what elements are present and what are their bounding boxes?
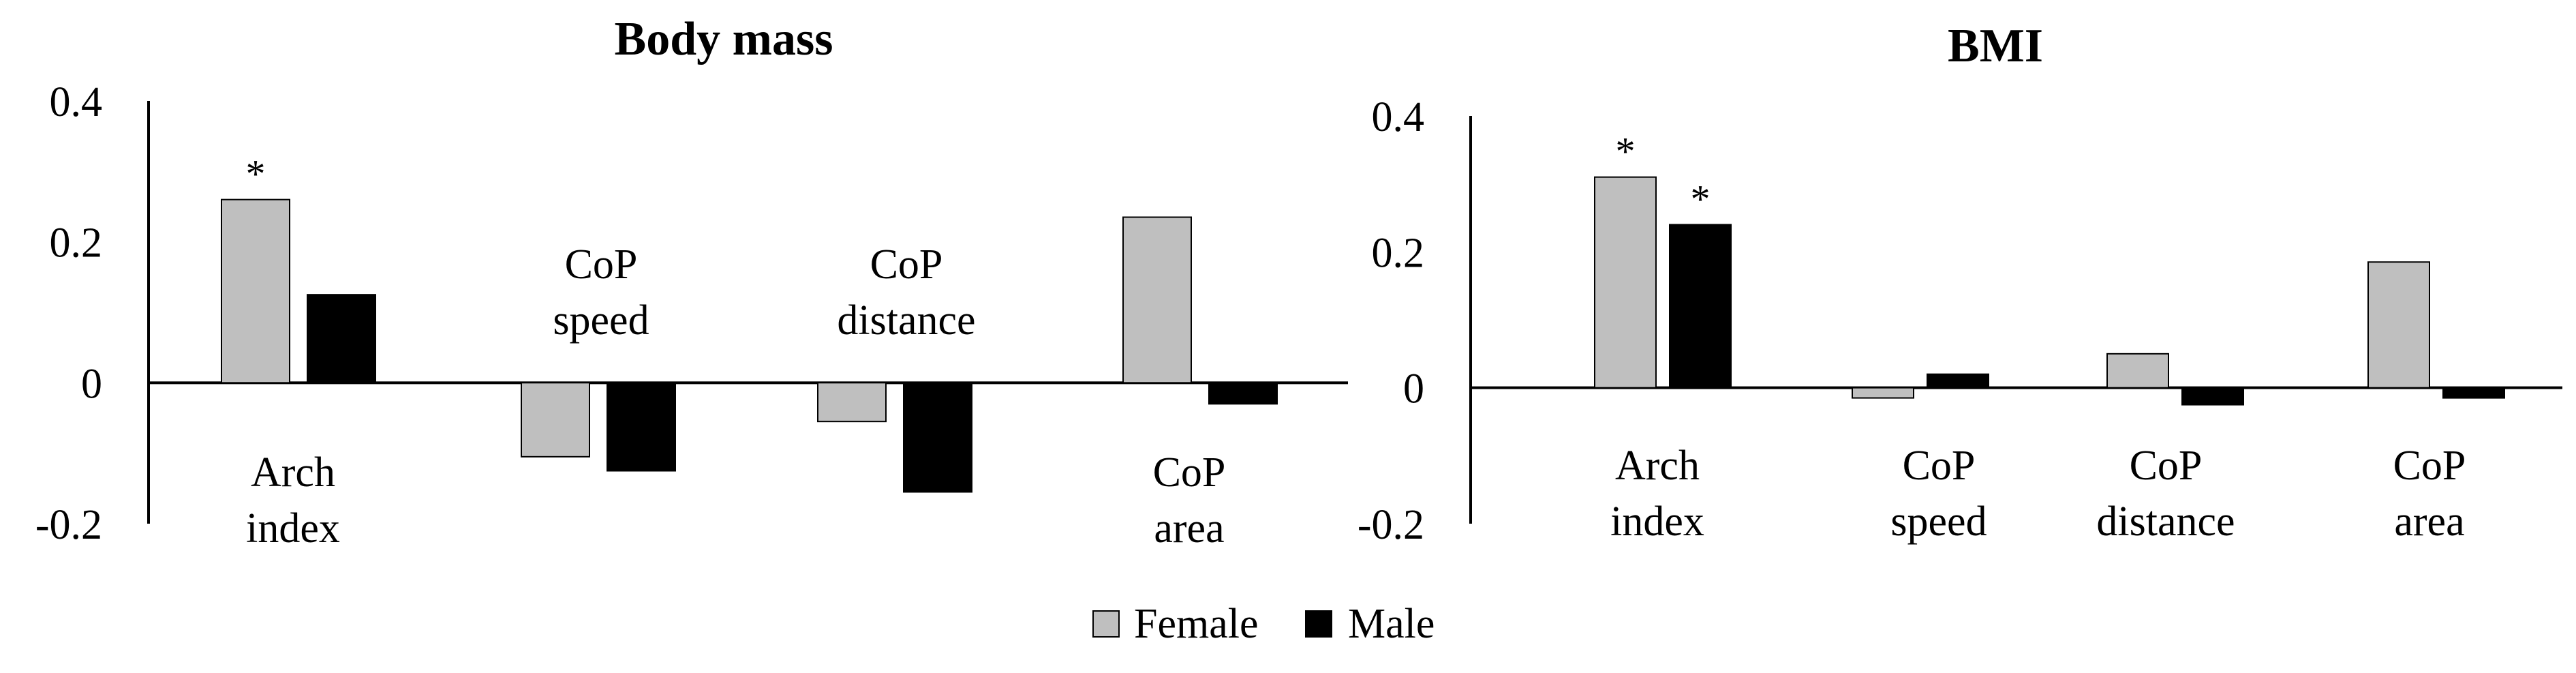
- bar-female: [1594, 176, 1657, 389]
- category-label: Arch index: [246, 449, 340, 552]
- category-label-line: distance: [2096, 498, 2235, 545]
- category-label: CoP area: [2393, 443, 2466, 545]
- category-label-line: area: [2394, 498, 2464, 545]
- bar-male: [1208, 382, 1278, 405]
- y-tick-label: -0.2: [1358, 502, 1424, 548]
- legend-swatch-female: [1092, 610, 1120, 638]
- bar-female: [1122, 216, 1192, 384]
- panel-title: Body mass: [615, 13, 833, 65]
- panel-bmi: BMI 0.4 0.2 0 -0.2 * * Arch index CoP speed CoP dist…: [1358, 20, 2562, 548]
- bar-male: [607, 382, 676, 472]
- category-label-line: CoP: [870, 241, 943, 288]
- bar-female: [817, 382, 887, 423]
- category-label-line: index: [246, 505, 340, 552]
- category-label-line: distance: [837, 297, 975, 344]
- panel-title: BMI: [1948, 20, 2043, 72]
- category-label-line: area: [1154, 505, 1224, 552]
- bar-male: [2442, 387, 2505, 399]
- y-tick-label: 0: [1403, 366, 1424, 413]
- significance-marker: *: [246, 152, 266, 196]
- category-label-line: Arch: [251, 449, 335, 496]
- bar-male: [1669, 224, 1732, 389]
- bar-male: [1927, 373, 1989, 389]
- legend: Female Male: [1092, 601, 1435, 647]
- y-tick-label: 0.4: [50, 79, 103, 125]
- bar-female: [221, 198, 290, 384]
- category-label: CoP distance: [837, 241, 975, 344]
- bar-male: [307, 294, 376, 384]
- category-label-line: index: [1610, 498, 1704, 545]
- category-label: CoP speed: [1890, 443, 1987, 545]
- legend-label-male: Male: [1348, 601, 1435, 647]
- category-label-line: CoP: [2393, 443, 2466, 489]
- category-label: CoP distance: [2096, 443, 2235, 545]
- legend-label-female: Female: [1134, 601, 1259, 647]
- bar-male: [2181, 387, 2244, 406]
- category-label-line: speed: [1890, 498, 1987, 545]
- category-label: Arch index: [1610, 443, 1704, 545]
- bar-female: [2106, 353, 2169, 389]
- y-tick-label: 0: [81, 361, 102, 407]
- category-label: CoP area: [1153, 449, 1226, 552]
- bar-female: [2367, 261, 2430, 389]
- y-tick-label: -0.2: [35, 502, 102, 548]
- significance-marker: *: [1616, 130, 1636, 174]
- bar-female: [1852, 387, 1914, 399]
- bar-male: [903, 382, 972, 493]
- category-label-line: CoP: [1153, 449, 1226, 496]
- legend-swatch-male: [1305, 610, 1332, 638]
- y-tick-label: 0.2: [50, 220, 103, 267]
- category-label-line: Arch: [1615, 443, 1700, 489]
- y-tick-label: 0.4: [1372, 94, 1425, 140]
- category-label-line: CoP: [565, 241, 638, 288]
- category-label: CoP speed: [553, 241, 649, 344]
- bar-female: [521, 382, 590, 458]
- significance-marker: *: [1691, 177, 1711, 221]
- category-label-line: speed: [553, 297, 649, 344]
- category-label-line: CoP: [2130, 443, 2203, 489]
- category-label-line: CoP: [1903, 443, 1976, 489]
- y-tick-label: 0.2: [1372, 230, 1425, 276]
